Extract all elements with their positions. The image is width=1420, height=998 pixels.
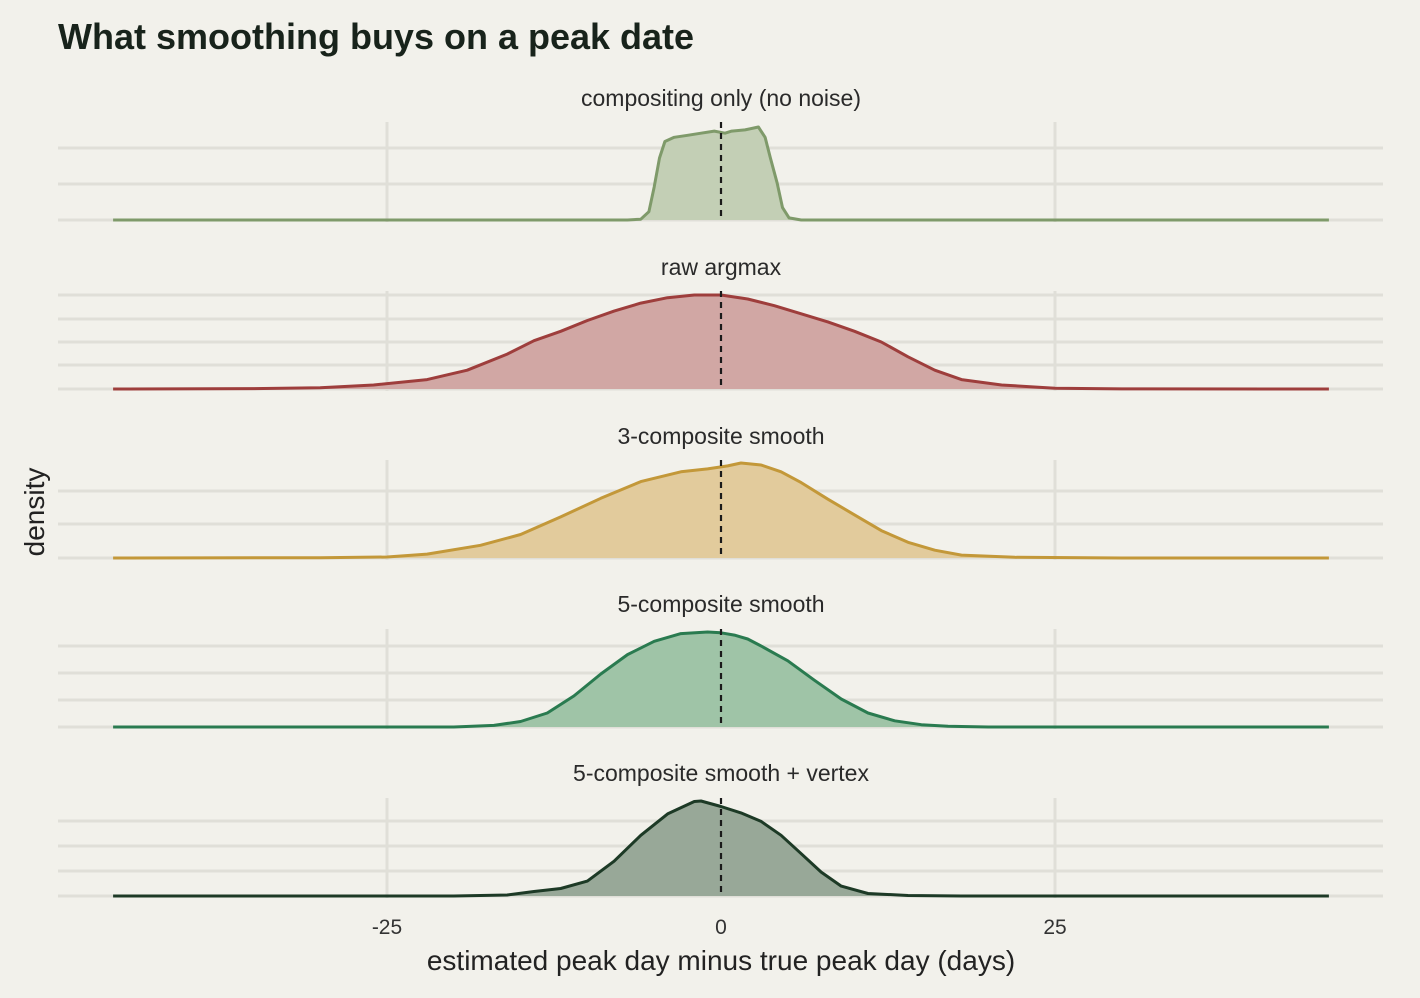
facet-strip-label: 3-composite smooth [617,423,824,449]
x-tick-label: 25 [1043,916,1066,939]
x-axis-label: estimated peak day minus true peak day (… [427,945,1015,976]
facet-panel: 5-composite smooth + vertex [58,760,1383,898]
density-area [113,463,1329,558]
facet-strip-label: 5-composite smooth + vertex [573,760,869,786]
density-line [113,293,1329,391]
density-line [113,799,1329,898]
density-area [113,127,1329,220]
x-tick-label: 0 [715,916,727,939]
density-line [113,630,1329,729]
density-line [113,125,1329,222]
facet-panel: 5-composite smooth [58,591,1383,729]
facet-strip-label: compositing only (no noise) [581,85,861,111]
density-area [113,801,1329,896]
x-tick-label: -25 [372,916,402,939]
density-line [113,461,1329,560]
facet-panel: compositing only (no noise) [58,85,1383,222]
facet-panel: 3-composite smooth [58,423,1383,560]
y-axis-label: density [19,468,50,557]
panels: compositing only (no noise) raw argmax 3-c… [58,85,1383,898]
x-axis-ticks: -25 0 25 [372,916,1067,939]
chart-title: What smoothing buys on a peak date [58,16,694,57]
facet-panel: raw argmax [58,254,1383,391]
density-area [113,632,1329,727]
facet-strip-label: raw argmax [661,254,782,280]
facet-strip-label: 5-composite smooth [617,591,824,617]
density-area [113,295,1329,389]
